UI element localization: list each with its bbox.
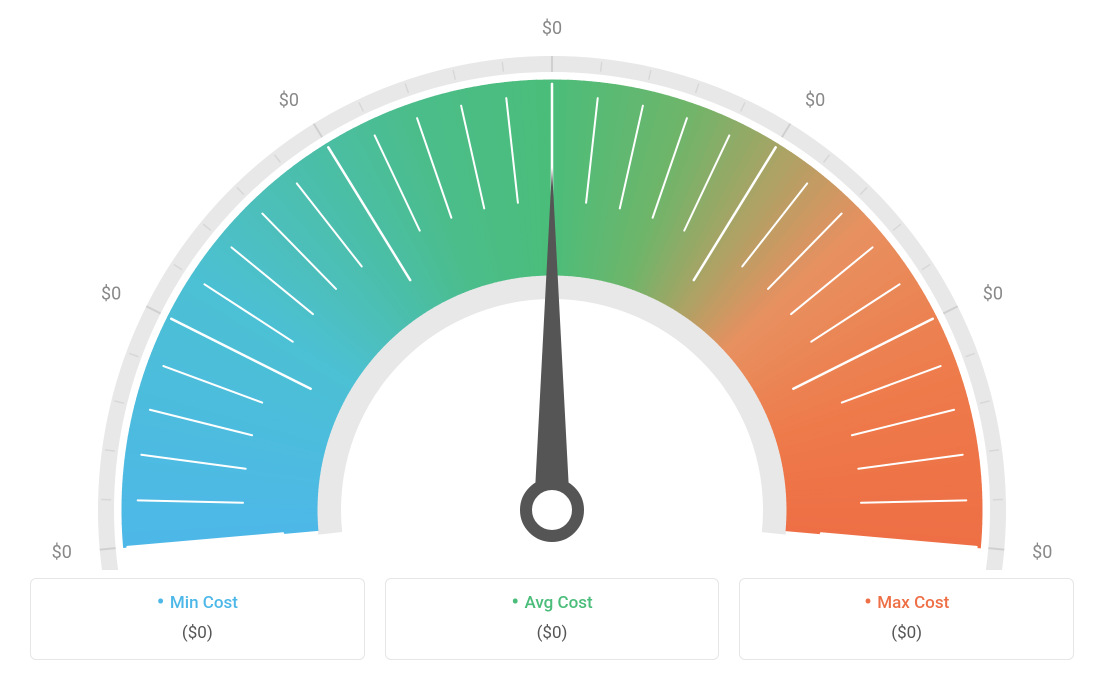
legend-max-label: Max Cost [750, 593, 1063, 613]
tick-label: $0 [1032, 542, 1052, 563]
tick-label: $0 [805, 90, 825, 111]
legend-max: Max Cost ($0) [739, 578, 1074, 660]
legend-max-value: ($0) [750, 623, 1063, 643]
tick-label: $0 [983, 284, 1003, 305]
gauge-chart: $0 $0 $0 $0 $0 $0 $0 [30, 10, 1074, 570]
legend-row: Min Cost ($0) Avg Cost ($0) Max Cost ($0… [30, 578, 1074, 660]
legend-min-value: ($0) [41, 623, 354, 643]
gauge-svg: $0 $0 $0 $0 $0 $0 $0 [30, 10, 1074, 570]
tick-label: $0 [542, 18, 562, 39]
tick-label: $0 [52, 542, 72, 563]
tick-label: $0 [101, 284, 121, 305]
legend-min-label: Min Cost [41, 593, 354, 613]
chart-container: $0 $0 $0 $0 $0 $0 $0 Min Cost ($0) Avg Cost ($… [0, 0, 1104, 690]
tick-label: $0 [279, 90, 299, 111]
legend-avg-label: Avg Cost [396, 593, 709, 613]
legend-min: Min Cost ($0) [30, 578, 365, 660]
legend-avg: Avg Cost ($0) [385, 578, 720, 660]
legend-avg-value: ($0) [396, 623, 709, 643]
